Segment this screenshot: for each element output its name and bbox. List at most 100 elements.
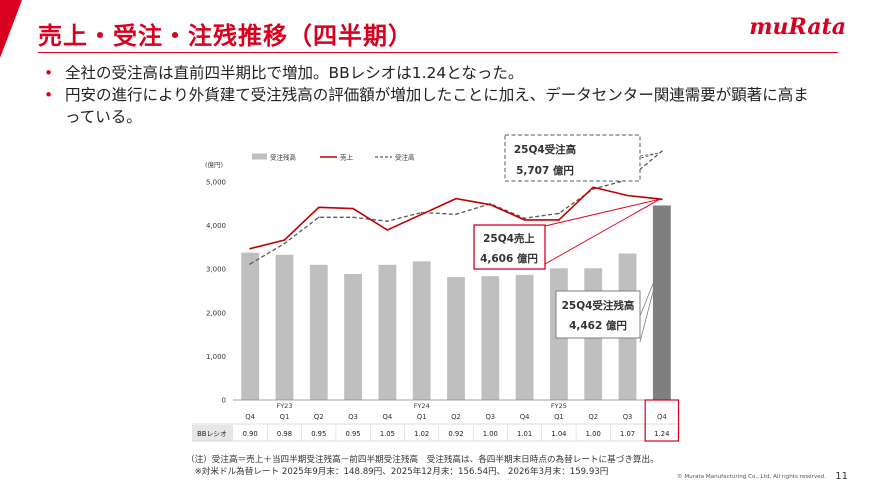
bb-ratio-value: 1.05 [380, 430, 395, 438]
sales-point [558, 219, 560, 221]
sales-point [317, 206, 320, 209]
callout-orders-box [504, 134, 641, 182]
quarter-label: Q4 [383, 413, 393, 421]
bb-ratio-value: 1.04 [551, 430, 566, 438]
latest-quarter-highlight [644, 399, 680, 442]
sales-point [249, 247, 251, 250]
fiscal-year-label: FY25 [551, 402, 567, 410]
bb-ratio-value: 0.95 [311, 430, 326, 438]
fiscal-year-label: FY24 [414, 402, 430, 410]
quarter-label: Q1 [417, 413, 427, 421]
quarter-label: Q3 [485, 413, 495, 421]
footnote-definition: （注）受注高＝売上＋当四半期受注残高－前四半期受注残高 受注残高は、各四半期末日… [186, 455, 659, 465]
bb-ratio-value: 1.00 [483, 430, 498, 438]
quarter-label: Q2 [451, 413, 461, 421]
orders-point [249, 263, 251, 265]
y-tick-label: 1,000 [206, 353, 226, 361]
sales-point [283, 239, 286, 241]
sales-point [661, 198, 663, 200]
bullet-item: 全社の受注高は直前四半期比で増加。BBレシオは1.24となった。 [40, 62, 820, 84]
quarter-label: Q4 [657, 413, 667, 421]
bb-ratio-value: 1.00 [586, 430, 601, 438]
sales-point [420, 213, 423, 216]
callout-connector [544, 198, 661, 265]
bb-ratio-value: 0.95 [346, 430, 361, 438]
page-number: 11 [835, 471, 848, 482]
bb-ratio-value: 1.07 [620, 430, 635, 438]
quarter-label: Q3 [348, 413, 358, 421]
copyright-text: © Murata Manufacturing Co., Ltd. All rig… [676, 474, 826, 480]
bar-backlog [309, 264, 328, 400]
callout-backlog-box [555, 290, 641, 339]
sales-point [592, 186, 595, 189]
bar-backlog [652, 205, 671, 400]
callout-connector [544, 198, 660, 227]
bb-ratio-label-cell [192, 425, 233, 441]
orders-point [523, 217, 526, 219]
orders-point [386, 220, 389, 223]
orders-point [317, 216, 320, 219]
callout-sales-value: 4,606 億円 [480, 252, 538, 265]
callout-connector [639, 152, 658, 157]
bar-backlog [275, 254, 294, 400]
fiscal-year-label: FY23 [276, 402, 292, 410]
callout-sales-title: 25Q4売上 [483, 232, 535, 245]
y-tick-label: 2,000 [206, 309, 226, 317]
bar-backlog [241, 252, 260, 400]
legend-label: 売上 [340, 153, 354, 162]
y-tick-label: 4,000 [206, 222, 226, 230]
orders-point [283, 242, 286, 245]
callout-orders-value: 5,707 億円 [516, 164, 574, 177]
y-tick-label: 0 [222, 397, 226, 405]
bb-ratio-value: 1.01 [517, 430, 532, 438]
bar-backlog [447, 277, 465, 400]
quarter-label: Q1 [554, 413, 564, 421]
callout-backlog-title: 25Q4受注残高 [562, 299, 635, 312]
sales-point [523, 219, 526, 221]
page-title: 売上・受注・注残推移（四半期） [38, 22, 413, 50]
bar-backlog [378, 264, 397, 400]
quarter-label: Q2 [314, 413, 324, 421]
callout-sales-box [473, 224, 546, 270]
sales-point [455, 197, 457, 200]
orders-point [420, 211, 423, 214]
callout-backlog-value: 4,462 億円 [569, 319, 627, 332]
legend-label: 受注高 [395, 153, 415, 162]
bar-backlog [515, 274, 534, 400]
sales-point [626, 194, 629, 197]
bb-ratio-value: 1.24 [654, 430, 669, 438]
legend-swatch-backlog [252, 153, 267, 160]
quarter-label: Q1 [280, 413, 290, 421]
bar-backlog [412, 261, 431, 400]
y-tick-label: 3,000 [206, 266, 226, 274]
quarter-label: Q4 [520, 413, 530, 421]
bb-ratio-label: BBレシオ [197, 430, 227, 438]
y-tick-label: 5,000 [206, 179, 226, 187]
company-logo: muRata [749, 14, 846, 40]
footnotes: （注）受注高＝売上＋当四半期受注残高－前四半期受注残高 受注残高は、各四半期末日… [186, 454, 659, 478]
footnote-fx-rate: ※対米ドル為替レート 2025年9月末：148.89円、2025年12月末：15… [186, 467, 609, 477]
bb-ratio-value: 1.02 [414, 430, 429, 438]
quarter-label: Q4 [245, 413, 255, 421]
sales-line [250, 186, 662, 250]
bb-ratio-value: 0.92 [448, 430, 463, 438]
quarter-label: Q2 [588, 413, 598, 421]
callout-connector [639, 269, 660, 343]
orders-point [558, 212, 560, 215]
orders-point [352, 216, 354, 219]
callout-orders-title: 25Q4受注高 [514, 143, 577, 156]
quarter-label: Q3 [623, 413, 633, 421]
y-axis-unit: (億円) [205, 160, 223, 169]
bb-ratio-value: 0.98 [277, 430, 292, 438]
summary-bullets: 全社の受注高は直前四半期比で増加。BBレシオは1.24となった。 円安の進行によ… [40, 62, 820, 128]
bar-backlog [344, 273, 362, 400]
bullet-item: 円安の進行により外貨建て受注残高の評価額が増加したことに加え、データセンター関連… [40, 84, 820, 128]
orders-point [661, 150, 663, 152]
sales-point [386, 229, 389, 231]
legend-label: 受注残高 [270, 153, 297, 162]
callout-connector [639, 269, 660, 317]
sales-point [489, 203, 492, 206]
bb-ratio-value: 0.90 [243, 430, 258, 438]
sales-point [352, 207, 354, 210]
